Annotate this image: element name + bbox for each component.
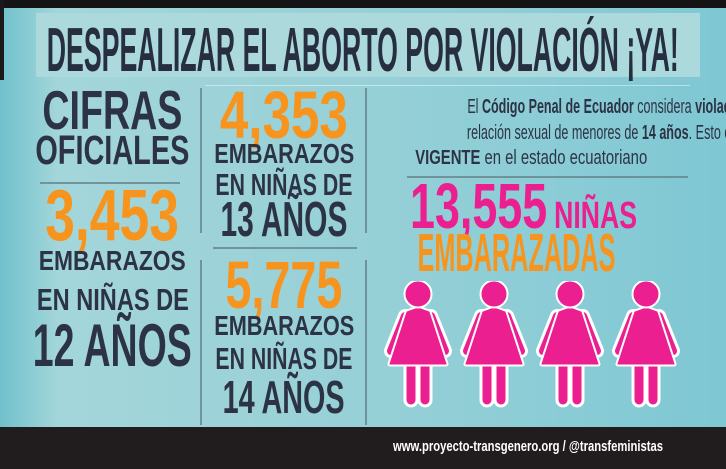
woman-icon bbox=[612, 281, 680, 408]
corner-mark bbox=[0, 0, 4, 80]
stat-14-number: 5,775 bbox=[225, 248, 343, 323]
paragraph-line-3: VIGENTE en el estado ecuatoriano bbox=[415, 147, 648, 169]
stat-12-number: 3,453 bbox=[45, 176, 180, 256]
stat-14-label-3: 14 AÑOS bbox=[223, 371, 346, 423]
stat-13-number: 4,353 bbox=[220, 78, 349, 153]
footer-credit: www.proyecto-transgenero.org / @transfem… bbox=[393, 438, 663, 455]
stat-12-label-2: EN NIÑAS DE bbox=[36, 282, 189, 317]
header-banner bbox=[36, 13, 700, 77]
divider-col1-a bbox=[200, 88, 202, 233]
paragraph-line-1: El Código Penal de Ecuador considera vio… bbox=[467, 96, 726, 118]
divider-mid-stats bbox=[213, 247, 357, 249]
stat-13-label-3: 13 AÑOS bbox=[220, 193, 348, 247]
woman-icon bbox=[536, 281, 604, 408]
stat-12-label-3: 12 AÑOS bbox=[33, 312, 192, 379]
stat-14-label-2: EN NIÑAS DE bbox=[215, 341, 353, 376]
divider-right-paragraph bbox=[407, 176, 688, 178]
divider-col1-b bbox=[200, 260, 202, 425]
highlight-line bbox=[205, 85, 690, 86]
total-number: 13,555 bbox=[410, 170, 548, 242]
footer-bar bbox=[0, 427, 726, 469]
stat-14-label-1: EMBARAZOS bbox=[214, 310, 355, 341]
total-label-ninas: NIÑAS bbox=[554, 195, 637, 237]
divider-left-heading bbox=[40, 182, 180, 184]
stat-12-label-1: EMBARAZOS bbox=[38, 245, 186, 276]
total-label-embarazadas: EMBARAZADAS bbox=[417, 223, 616, 283]
woman-icon bbox=[460, 281, 528, 408]
top-border bbox=[0, 0, 726, 8]
main-title: DESPEALIZAR EL ABORTO POR VIOLACIÓN ¡YA! bbox=[47, 16, 680, 85]
woman-icon bbox=[384, 281, 452, 408]
cifras-heading: CIFRAS bbox=[42, 79, 183, 141]
divider-col2-a bbox=[365, 88, 367, 233]
paragraph-line-2: relación sexual de menores de 14 años. E… bbox=[466, 121, 726, 144]
stat-13-label-2: EN NIÑAS DE bbox=[215, 167, 353, 202]
divider-col2-b bbox=[365, 260, 367, 425]
legal-paragraph: El Código Penal de Ecuador considera vio… bbox=[375, 95, 726, 172]
stat-13-label-1: EMBARAZOS bbox=[214, 138, 355, 169]
figures-row bbox=[384, 281, 680, 410]
total-number-line: 13,555 NIÑAS bbox=[410, 174, 726, 238]
oficiales-heading: OFICIALES bbox=[35, 127, 190, 173]
